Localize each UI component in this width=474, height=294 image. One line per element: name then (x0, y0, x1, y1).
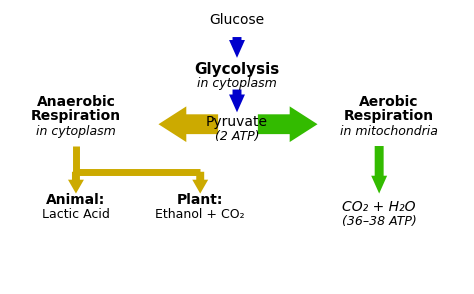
FancyArrow shape (371, 146, 387, 193)
Text: Anaerobic: Anaerobic (36, 96, 115, 109)
Text: Ethanol + CO₂: Ethanol + CO₂ (155, 208, 245, 221)
Text: CO₂ + H₂O: CO₂ + H₂O (342, 201, 416, 214)
Text: Glycolysis: Glycolysis (194, 62, 280, 77)
Text: in cytoplasm: in cytoplasm (197, 77, 277, 90)
FancyArrow shape (258, 106, 318, 142)
Text: Lactic Acid: Lactic Acid (42, 208, 110, 221)
Text: (2 ATP): (2 ATP) (215, 130, 259, 143)
Text: Aerobic: Aerobic (359, 96, 419, 109)
FancyArrow shape (158, 106, 218, 142)
FancyArrow shape (192, 172, 208, 193)
Text: Pyruvate: Pyruvate (206, 115, 268, 129)
Text: Plant:: Plant: (177, 193, 223, 208)
Text: Animal:: Animal: (46, 193, 106, 208)
FancyArrow shape (68, 172, 84, 193)
Text: Respiration: Respiration (31, 109, 121, 123)
Text: in cytoplasm: in cytoplasm (36, 125, 116, 138)
FancyArrow shape (229, 90, 245, 112)
Text: Glucose: Glucose (210, 13, 264, 27)
Text: (36–38 ATP): (36–38 ATP) (342, 215, 417, 228)
Text: in mitochondria: in mitochondria (340, 125, 438, 138)
Text: Respiration: Respiration (344, 109, 434, 123)
FancyArrow shape (229, 37, 245, 58)
